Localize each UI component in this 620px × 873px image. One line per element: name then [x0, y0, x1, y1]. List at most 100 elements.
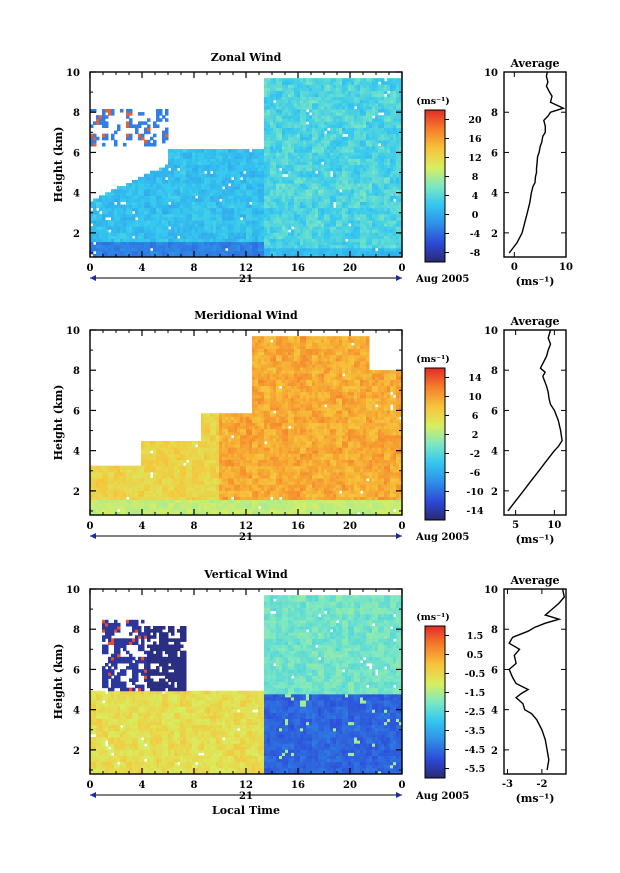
panel1-cell	[162, 192, 166, 196]
panel1-cell	[351, 223, 355, 227]
panel1-cell	[183, 232, 187, 236]
panel1-cell	[339, 149, 343, 153]
panel1-cell	[297, 112, 301, 116]
panel1-cell	[267, 210, 271, 215]
panel1-cell	[183, 220, 187, 224]
panel1-cell	[204, 152, 208, 156]
panel1-cell	[348, 152, 352, 156]
panel1-cell	[363, 152, 367, 156]
panel1-cell	[264, 179, 268, 184]
panel1-cell	[141, 241, 145, 246]
panel1-cell	[255, 235, 259, 239]
panel2-cell	[96, 493, 100, 497]
panel2-cell	[153, 496, 157, 501]
panel1-cell	[174, 155, 178, 159]
panel1-cell	[300, 204, 304, 209]
panel2-cell	[129, 508, 133, 513]
panel2-cell	[120, 505, 124, 510]
panel1-cell	[222, 164, 226, 169]
panel1-cell	[369, 78, 373, 82]
panel1-cell	[303, 176, 307, 181]
panel1-cell	[363, 192, 367, 196]
panel1-cell	[180, 223, 184, 227]
panel1-cell	[339, 223, 343, 227]
panel1-cell	[267, 167, 271, 172]
panel1-cell	[336, 210, 340, 215]
panel1-cell	[345, 250, 349, 255]
panel2-cell	[117, 484, 121, 488]
panel1-cell	[366, 155, 370, 159]
panel1-cell	[291, 176, 295, 181]
panel1-cell	[321, 229, 325, 233]
panel1-cell	[288, 161, 292, 165]
panel1-cell	[285, 102, 289, 107]
panel1-cell	[336, 220, 340, 224]
panel1-cell	[270, 139, 274, 144]
panel1-cell	[303, 223, 307, 227]
panel2-cell	[147, 468, 151, 473]
panel1-cell	[219, 229, 223, 233]
panel1-cell	[396, 130, 400, 135]
panel1-cell	[273, 155, 277, 159]
panel1-cell	[318, 226, 322, 230]
panel1-cell	[342, 170, 346, 175]
panel1-cell	[375, 133, 379, 138]
panel1-cell	[312, 136, 316, 141]
panel1-cell	[321, 192, 325, 196]
panel2-cell	[99, 511, 103, 516]
panel1-cell	[231, 241, 235, 246]
panel1-cell	[222, 195, 226, 199]
panel1-cell	[375, 198, 379, 202]
panel1-cell	[393, 161, 397, 165]
panel1-cell	[321, 207, 325, 212]
panel1-cell	[369, 105, 373, 110]
panel2-cell	[138, 496, 142, 501]
panel1-x-tick-label: 16	[291, 263, 305, 274]
panel1-cell	[270, 247, 274, 252]
panel1-cell	[384, 142, 388, 147]
panel1-cell	[294, 186, 298, 190]
panel1-cell	[195, 232, 199, 236]
panel1-cell	[393, 207, 397, 212]
panel1-cell	[333, 109, 337, 113]
panel1-cell	[312, 78, 316, 82]
panel1-cell	[375, 164, 379, 169]
panel2-cell	[132, 474, 136, 479]
panel1-cell	[198, 192, 202, 196]
panel2-cell	[150, 496, 154, 501]
panel1-cell	[339, 146, 343, 150]
panel1-cell	[318, 213, 322, 218]
panel1-cell	[351, 158, 355, 162]
panel1-cell	[141, 198, 145, 202]
panel1-cell	[270, 81, 274, 85]
panel1-cell	[345, 164, 349, 169]
panel2-cell	[111, 493, 115, 497]
panel1-cell	[339, 90, 343, 95]
panel1-cell	[321, 189, 325, 193]
panel2-cell	[144, 465, 148, 470]
panel1-cell	[378, 152, 382, 156]
panel1-cell	[291, 90, 295, 95]
panel1-cell	[345, 241, 349, 246]
panel1-cell	[132, 232, 136, 236]
panel2-cell	[153, 462, 157, 467]
panel1-cell	[225, 226, 229, 230]
panel1-cell	[213, 235, 217, 239]
panel1-cell	[333, 96, 337, 101]
panel1-cell	[396, 109, 400, 113]
panel2-cell	[117, 474, 121, 479]
panel1-cell	[153, 229, 157, 233]
panel1-cell	[297, 216, 301, 221]
panel1-cell	[279, 250, 283, 255]
panel2-cell	[135, 474, 139, 479]
panel1-cell	[162, 235, 166, 239]
panel1-cell	[255, 201, 259, 206]
panel2-cell	[141, 450, 145, 454]
panel1-cell	[369, 136, 373, 141]
panel2-cell	[147, 456, 151, 460]
panel1-cell	[195, 250, 199, 255]
panel1-cell	[255, 189, 259, 193]
panel1-cell	[264, 216, 268, 221]
panel1-cell	[327, 253, 331, 258]
panel1-cell	[345, 127, 349, 132]
